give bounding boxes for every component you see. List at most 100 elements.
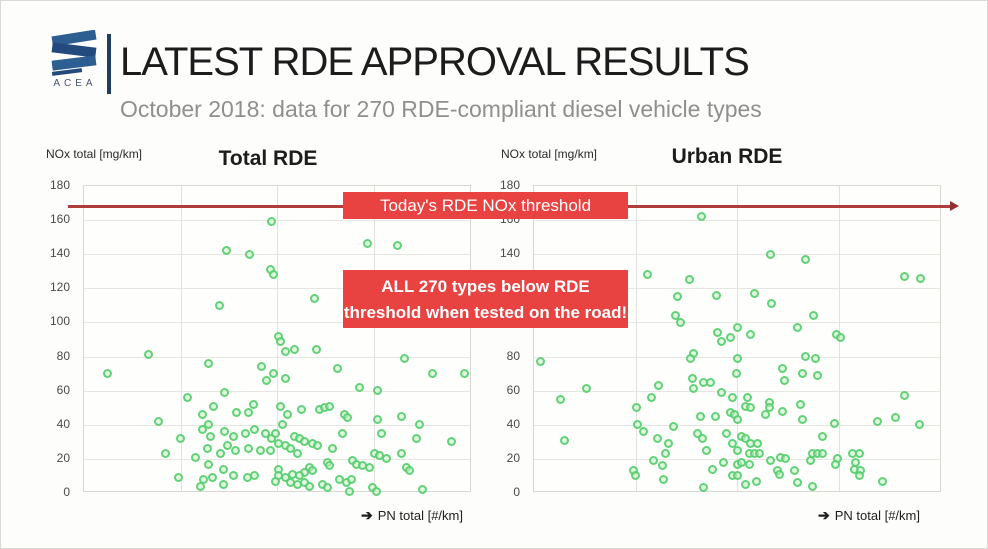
data-point	[796, 399, 806, 409]
data-point	[312, 345, 322, 355]
data-point	[659, 474, 668, 484]
left-x-axis-title: ➔ PN total [#/km]	[361, 507, 463, 523]
gridline	[737, 186, 738, 491]
data-point	[446, 437, 456, 447]
data-point	[805, 456, 815, 466]
data-point	[346, 474, 356, 484]
data-point	[702, 445, 712, 455]
data-point	[282, 410, 292, 420]
data-point	[228, 471, 238, 481]
y-tick-label: 0	[63, 485, 70, 499]
data-point	[343, 413, 353, 423]
data-point	[684, 275, 694, 285]
data-point	[746, 329, 756, 339]
data-point	[414, 420, 424, 430]
data-point	[854, 471, 864, 481]
data-point	[160, 449, 170, 459]
data-point	[790, 466, 800, 476]
data-point	[808, 481, 818, 491]
data-point	[639, 427, 649, 437]
data-point	[338, 428, 348, 438]
data-point	[717, 336, 727, 346]
data-point	[668, 421, 678, 431]
data-point	[725, 333, 735, 343]
data-point	[182, 392, 192, 402]
data-point	[355, 382, 365, 392]
data-point	[732, 353, 742, 363]
data-point	[781, 454, 791, 464]
page-title: LATEST RDE APPROVAL RESULTS	[120, 40, 750, 84]
data-point	[731, 369, 741, 379]
data-point	[230, 445, 240, 455]
right-y-axis-title: NOx total [mg/km]	[501, 147, 598, 161]
acea-logo-icon	[51, 30, 97, 76]
data-point	[767, 299, 777, 309]
left-y-axis-ticks: 0 20 40 60 80 100 120 140 160 180	[34, 179, 76, 498]
data-point	[761, 410, 771, 420]
page-subtitle: October 2018: data for 270 RDE-compliant…	[120, 96, 762, 122]
data-point	[697, 433, 707, 443]
data-point	[174, 473, 184, 483]
threshold-callout: Today's RDE NOx threshold	[343, 192, 628, 219]
y-tick-label: 40	[56, 416, 70, 431]
data-point	[278, 420, 288, 430]
data-point	[675, 317, 685, 327]
data-point	[203, 358, 213, 368]
data-point	[250, 471, 260, 481]
right-arrow-icon: ➔	[818, 507, 830, 523]
data-point	[270, 476, 280, 486]
data-point	[243, 408, 253, 418]
data-point	[778, 406, 788, 416]
data-point	[207, 473, 217, 483]
data-point	[646, 392, 656, 402]
data-point	[836, 333, 846, 343]
data-point	[718, 457, 728, 467]
data-point	[809, 311, 819, 321]
data-point	[775, 469, 785, 479]
data-point	[766, 249, 776, 259]
data-point	[642, 270, 652, 280]
data-point	[780, 375, 790, 385]
data-point	[372, 415, 382, 425]
data-point	[218, 479, 228, 489]
data-point	[404, 466, 414, 476]
data-point	[203, 420, 213, 430]
gridline	[180, 186, 182, 491]
data-point	[257, 362, 267, 372]
data-point	[688, 384, 698, 394]
y-tick-label: 80	[506, 348, 520, 363]
data-point	[382, 454, 392, 464]
data-point	[269, 369, 279, 379]
data-point	[153, 416, 163, 426]
data-point	[698, 483, 708, 493]
data-point	[663, 439, 673, 449]
data-point	[365, 462, 375, 472]
data-point	[372, 486, 382, 496]
data-point	[750, 288, 760, 298]
data-point	[215, 449, 225, 459]
data-point	[736, 457, 746, 467]
data-point	[631, 403, 641, 413]
gridline	[635, 186, 637, 491]
header-divider	[107, 34, 111, 94]
data-point	[818, 449, 828, 459]
data-point	[798, 369, 808, 379]
data-point	[267, 217, 277, 227]
y-tick-label: 80	[56, 348, 70, 363]
y-tick-label: 100	[49, 314, 70, 329]
data-point	[633, 420, 643, 430]
data-point	[685, 353, 695, 363]
data-point	[313, 440, 323, 450]
data-point	[556, 394, 566, 404]
data-point	[582, 384, 592, 394]
data-point	[631, 471, 640, 481]
below-threshold-callout: ALL 270 types below RDE threshold when t…	[343, 270, 628, 328]
data-point	[396, 449, 406, 459]
right-x-axis-title: ➔ PN total [#/km]	[818, 507, 920, 523]
data-point	[829, 418, 839, 428]
data-point	[328, 444, 338, 454]
data-point	[292, 449, 302, 459]
y-tick-label: 180	[499, 178, 520, 192]
y-tick-label: 180	[49, 178, 70, 192]
